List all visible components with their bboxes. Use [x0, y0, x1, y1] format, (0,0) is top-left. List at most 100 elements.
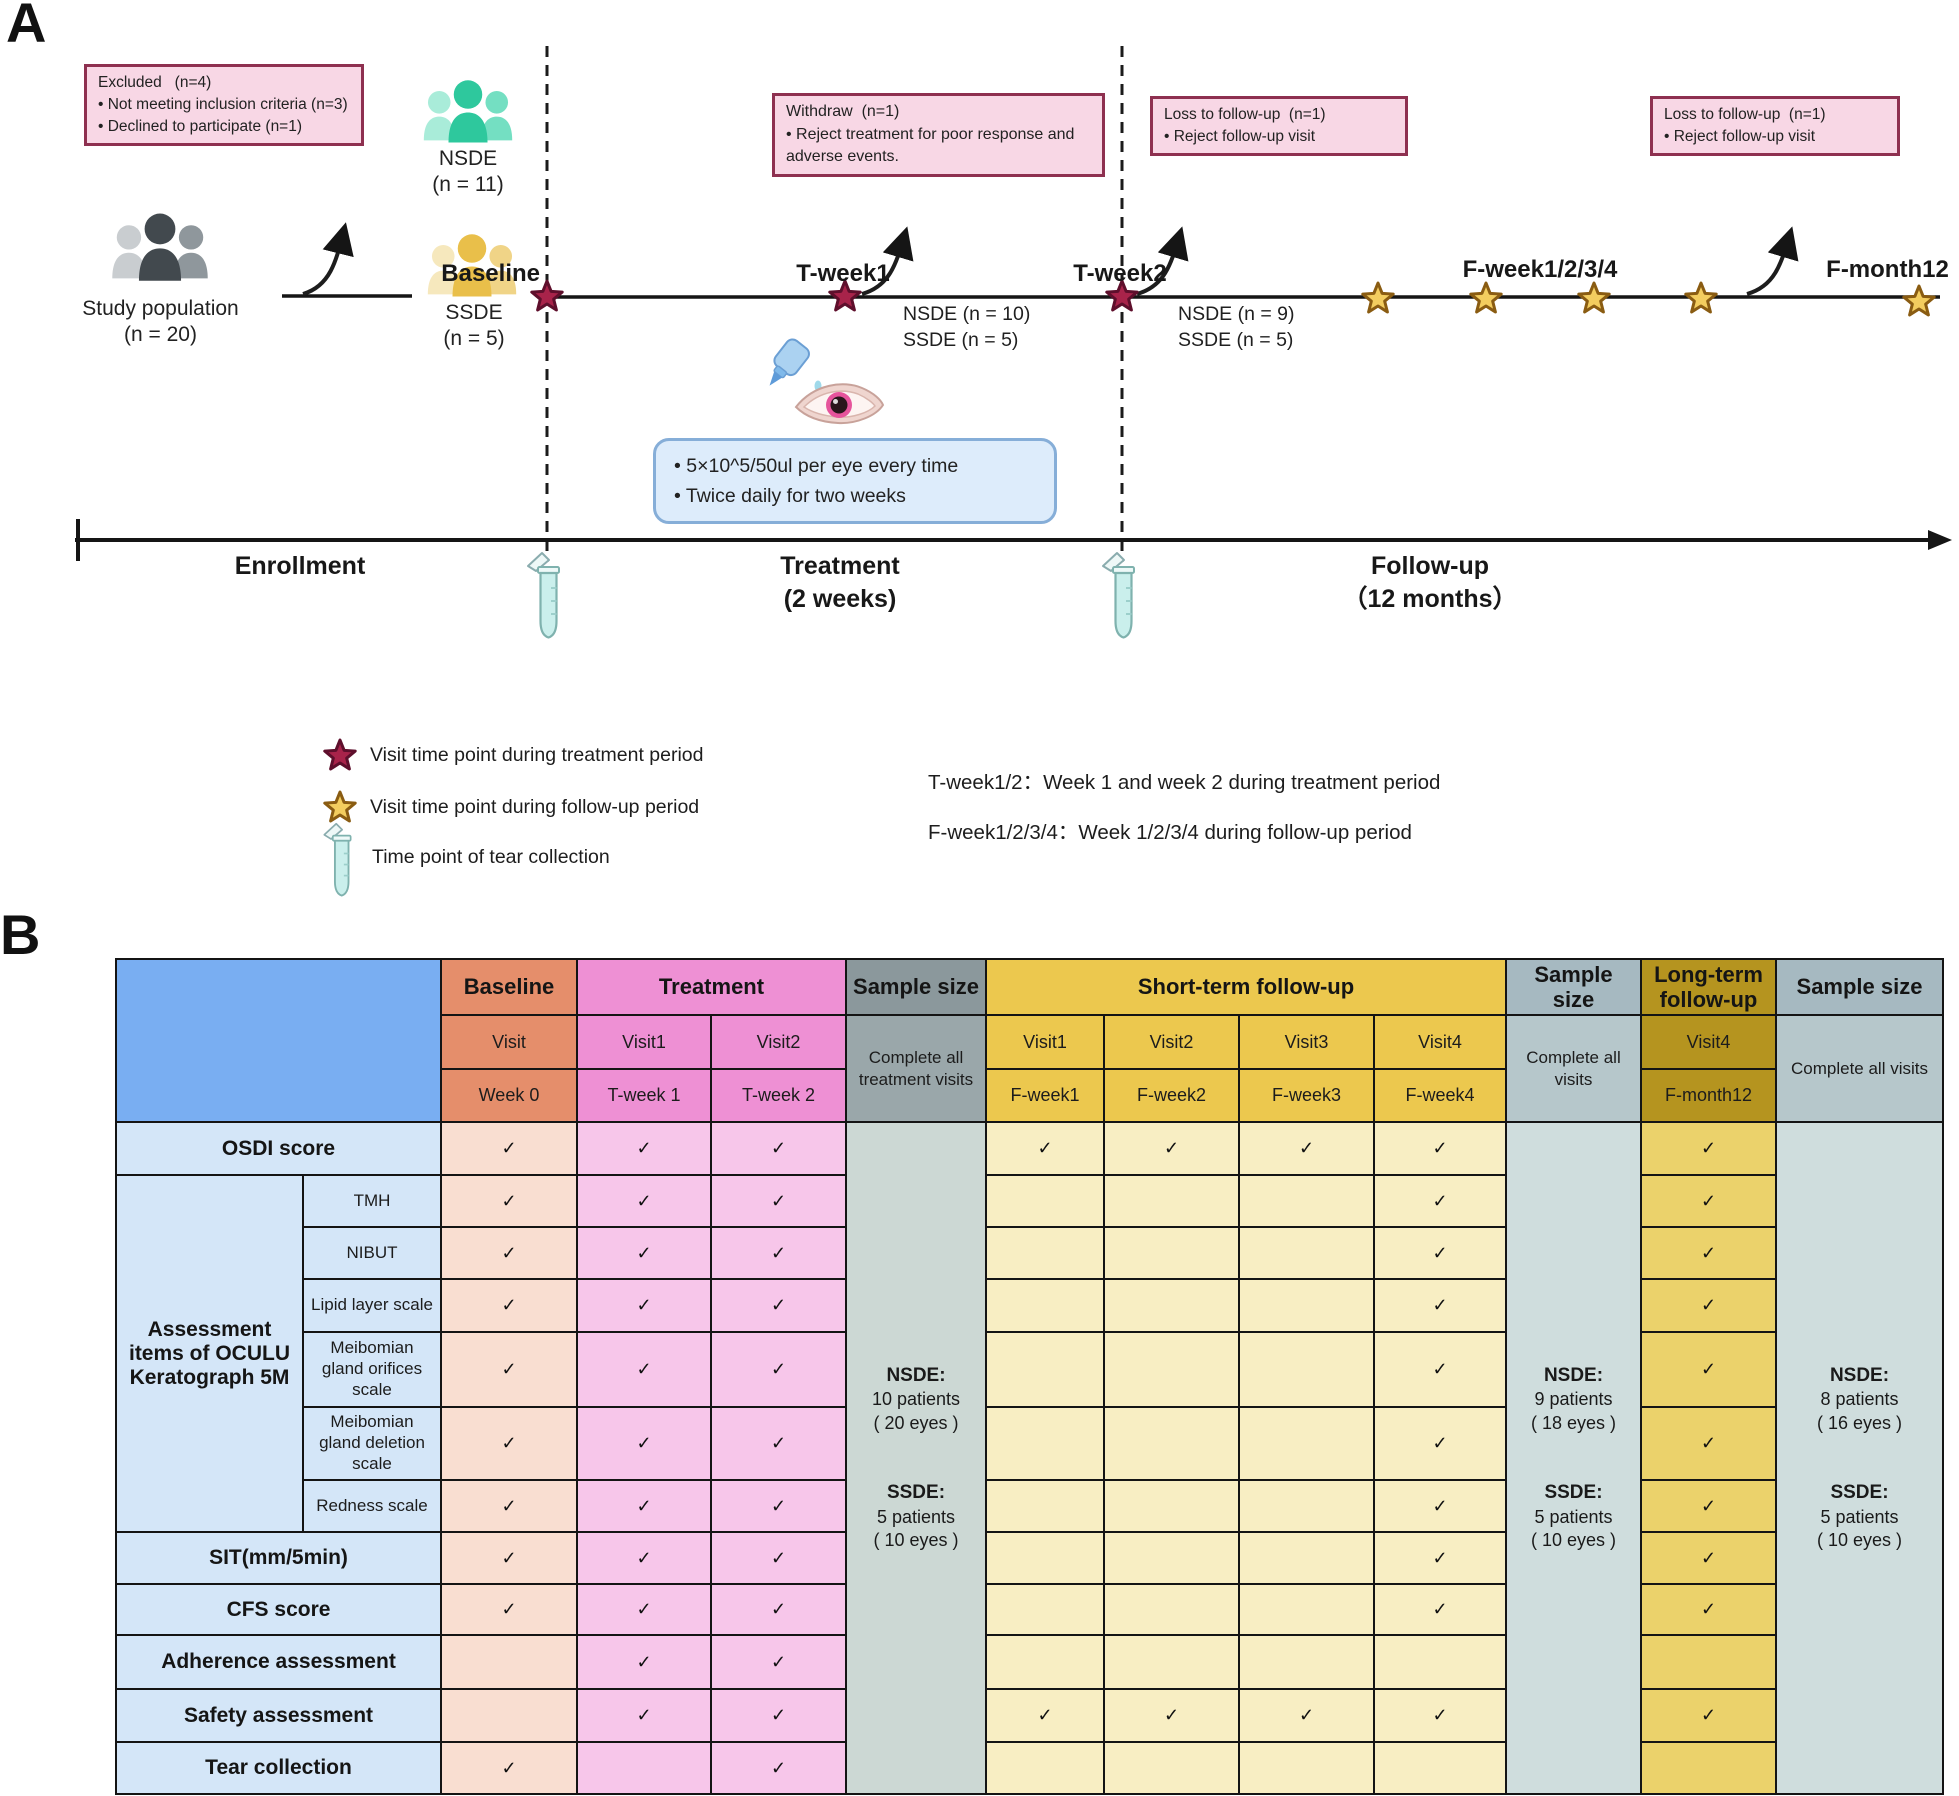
cell-sit-fweek1 — [985, 1531, 1105, 1585]
after-tweek2-counts: NSDE (n = 9) SSDE (n = 5) — [1178, 302, 1368, 353]
subheader-fweek1: F-week1 — [985, 1068, 1105, 1123]
cell-tear-fweek1 — [985, 1741, 1105, 1795]
cell-sit-tweek2: ✓ — [710, 1531, 847, 1585]
nsde-group-icon — [423, 80, 513, 143]
cell-lipid-tweek2: ✓ — [710, 1278, 847, 1333]
cell-sit-fweek3 — [1238, 1531, 1375, 1585]
sample2-nsde-patients: 9 patients — [1534, 1389, 1613, 1410]
cell-redness-tweek2: ✓ — [710, 1479, 847, 1533]
cell-mgd-tweek1: ✓ — [576, 1406, 712, 1481]
panel-b-label: B — [0, 903, 41, 966]
timeline-tweek2-label: T-week2 — [1073, 260, 1167, 287]
study-timeline-diagram — [75, 46, 1952, 897]
loss-to-followup-box-2: Loss to follow-up (n=1) • Reject follow-… — [1650, 96, 1900, 156]
cell-cfs-fweek2 — [1103, 1583, 1240, 1636]
subheader-l-visit4: Visit4 — [1640, 1014, 1777, 1070]
panel-a-label: A — [6, 0, 47, 54]
study-population-icon — [112, 213, 208, 281]
cell-mgd-fweek3 — [1238, 1406, 1375, 1481]
timeline-tweek1-label: T-week1 — [796, 260, 890, 287]
cell-tmh-tweek1: ✓ — [576, 1174, 712, 1228]
cell-tear-baseline: ✓ — [440, 1741, 578, 1795]
cell-safety-tweek2: ✓ — [710, 1688, 847, 1743]
excluded-item: • Not meeting inclusion criteria (n=3) — [98, 96, 348, 113]
cell-lipid-fweek2 — [1103, 1278, 1240, 1333]
sample3-nsde-eyes: ( 16 eyes ) — [1816, 1412, 1903, 1433]
sample2-nsde: NSDE: — [1543, 1364, 1604, 1386]
cell-safety-fweek4: ✓ — [1373, 1688, 1507, 1743]
cell-safety-fweek3: ✓ — [1238, 1688, 1375, 1743]
cell-lipid-baseline: ✓ — [440, 1278, 578, 1333]
cell-mgo-baseline: ✓ — [440, 1331, 578, 1408]
cell-lipid-fmonth12: ✓ — [1640, 1278, 1777, 1333]
loss1-arrow — [1136, 226, 1189, 296]
ssde-line2: (n = 5) — [443, 326, 505, 350]
header-treatment: Treatment — [576, 958, 847, 1016]
withdraw-box: Withdraw (n=1) • Reject treatment for po… — [772, 93, 1105, 178]
cell-mgd-baseline: ✓ — [440, 1406, 578, 1481]
cell-nibut-fweek2 — [1103, 1226, 1240, 1280]
cell-safety-tweek1: ✓ — [576, 1688, 712, 1743]
cell-cfs-baseline: ✓ — [440, 1583, 578, 1636]
legend-treatment-star-icon — [323, 738, 357, 771]
sample-size-treatment-cell: NSDE: 10 patients ( 20 eyes ) SSDE: 5 pa… — [845, 1121, 987, 1795]
cell-cfs-tweek1: ✓ — [576, 1583, 712, 1636]
cell-safety-fweek2: ✓ — [1103, 1688, 1240, 1743]
cell-tmh-fweek2 — [1103, 1174, 1240, 1228]
study-population-line1: Study population — [82, 297, 239, 320]
cell-sit-fweek4: ✓ — [1373, 1531, 1507, 1585]
subheader-complete-visits-1: Complete all visits — [1505, 1014, 1642, 1123]
dose-line1: • 5×10^5/50ul per eye every time — [674, 455, 959, 477]
cell-tmh-fmonth12: ✓ — [1640, 1174, 1777, 1228]
excluded-arrow — [302, 222, 354, 296]
cell-redness-fweek4: ✓ — [1373, 1479, 1507, 1533]
loss2-arrow — [1746, 226, 1799, 296]
cell-adherence-baseline — [440, 1634, 578, 1690]
phase-enrollment-label: Enrollment — [234, 552, 366, 580]
study-population-line2: (n = 20) — [124, 322, 197, 346]
cell-cfs-fmonth12: ✓ — [1640, 1583, 1777, 1636]
after-tweek2-ssde: SSDE (n = 5) — [1178, 328, 1294, 351]
legend-followup-star-icon — [323, 790, 357, 823]
withdraw-title: Withdraw (n=1) — [786, 103, 900, 120]
header-short-term: Short-term follow-up — [985, 958, 1507, 1016]
sample3-ssde: SSDE: — [1830, 1482, 1889, 1503]
sample3-nsde: NSDE: — [1829, 1364, 1890, 1386]
row-label-safety: Safety assessment — [115, 1688, 442, 1743]
cell-redness-baseline: ✓ — [440, 1479, 578, 1533]
row-label-nibut: NIBUT — [302, 1226, 442, 1280]
cell-cfs-fweek3 — [1238, 1583, 1375, 1636]
cell-osdi-tweek2: ✓ — [710, 1121, 847, 1176]
row-label-lipid: Lipid layer scale — [302, 1278, 442, 1333]
legend-tube-icon — [323, 822, 352, 897]
timeline-fweeks-label: F-week1/2/3/4 — [1462, 256, 1618, 283]
cell-mgd-tweek2: ✓ — [710, 1406, 847, 1481]
cell-adherence-fweek4 — [1373, 1634, 1507, 1690]
ssde-label: SSDE (n = 5) — [418, 300, 530, 351]
subheader-f-visit2: Visit2 — [1103, 1014, 1240, 1070]
study-population-label: Study population (n = 20) — [48, 296, 273, 347]
header-long-term: Long-term follow-up — [1640, 958, 1777, 1016]
sample1-ssde-patients: 5 patients — [876, 1506, 956, 1527]
cell-mgd-fweek1 — [985, 1406, 1105, 1481]
star-fweek2 — [1469, 281, 1503, 314]
eye-drop-icon — [769, 338, 822, 392]
phase-followup-label: Follow-up （12 months） — [1270, 550, 1590, 615]
sample3-ssde-eyes: ( 10 eyes ) — [1816, 1530, 1903, 1551]
cell-redness-fmonth12: ✓ — [1640, 1479, 1777, 1533]
loss1-item: • Reject follow-up visit — [1164, 128, 1316, 145]
after-tweek1-nsde: NSDE (n = 10) — [903, 303, 1031, 325]
fweek-definition: F-week1/2/3/4：Week 1/2/3/4 during follow… — [928, 821, 1412, 844]
cell-mgo-fweek1 — [985, 1331, 1105, 1408]
cell-mgo-fmonth12: ✓ — [1640, 1331, 1777, 1408]
star-fweek4 — [1684, 281, 1718, 314]
cell-nibut-fweek1 — [985, 1226, 1105, 1280]
cell-tear-tweek2: ✓ — [710, 1741, 847, 1795]
subheader-fweek3: F-week3 — [1238, 1068, 1375, 1123]
cell-mgo-tweek1: ✓ — [576, 1331, 712, 1408]
sample3-nsde-patients: 8 patients — [1820, 1389, 1899, 1410]
sample1-ssde: SSDE: — [886, 1482, 946, 1503]
cell-tmh-tweek2: ✓ — [710, 1174, 847, 1228]
legend-followup-star-text: Visit time point during follow-up period — [370, 796, 700, 818]
